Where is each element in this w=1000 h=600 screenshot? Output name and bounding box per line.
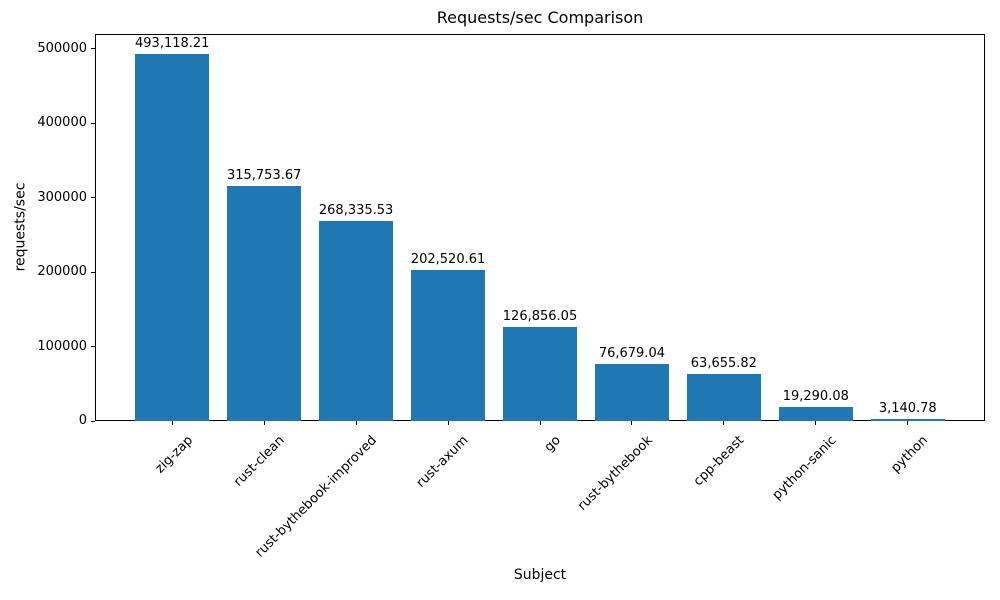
x-tick-mark (723, 421, 725, 425)
y-tick-mark (91, 48, 95, 50)
y-tick-mark (91, 122, 95, 124)
y-tick-label: 400000 (37, 115, 87, 131)
bar-rust-bythebook (595, 363, 669, 421)
bar-zig-zap (135, 54, 209, 421)
y-tick-label: 300000 (37, 189, 87, 205)
y-tick-mark (91, 197, 95, 199)
bar-value-label: 493,118.21 (135, 36, 210, 51)
x-tick-label: python (0, 429, 932, 476)
y-tick-mark (91, 346, 95, 348)
bar-python (870, 418, 945, 421)
bar-value-label: 126,856.05 (502, 308, 578, 324)
x-axis-label: Subject (513, 567, 567, 583)
bar-value-label: 268,335.53 (318, 203, 394, 219)
y-tick-label: 100000 (37, 338, 87, 354)
bar-python-sanic (779, 406, 853, 421)
chart-title: Requests/sec Comparison (436, 8, 644, 27)
y-tick-mark (91, 271, 95, 273)
bar-rust-axum (411, 270, 485, 421)
bar-value-label: 3,140.78 (878, 400, 937, 416)
x-tick-mark (263, 421, 265, 425)
x-tick-mark (907, 421, 909, 425)
x-tick-mark (355, 421, 357, 425)
bar-value-label: 315,753.67 (226, 168, 302, 183)
y-tick-label: 200000 (37, 264, 87, 280)
bar-value-label: 19,290.08 (782, 388, 849, 404)
x-tick-mark (539, 421, 541, 425)
y-tick-label: 500000 (37, 40, 87, 56)
bar-rust-bythebook-improved (319, 221, 393, 421)
bar-value-label: 76,679.04 (598, 345, 666, 361)
x-tick-label-text: rust-bythebook (574, 433, 656, 514)
x-tick-mark (631, 421, 633, 425)
x-tick-mark (447, 421, 449, 425)
y-tick-label: 0 (78, 413, 87, 428)
bar-go (503, 326, 577, 421)
bar-value-label: 63,655.82 (690, 355, 757, 371)
x-tick-label-text: python (888, 433, 932, 476)
y-tick-mark (91, 420, 95, 422)
x-tick-mark (171, 421, 173, 425)
bar-cpp-beast (687, 373, 761, 421)
x-tick-mark (815, 421, 817, 425)
bar-value-label: 202,520.61 (410, 252, 486, 268)
bar-rust-clean (227, 186, 301, 421)
